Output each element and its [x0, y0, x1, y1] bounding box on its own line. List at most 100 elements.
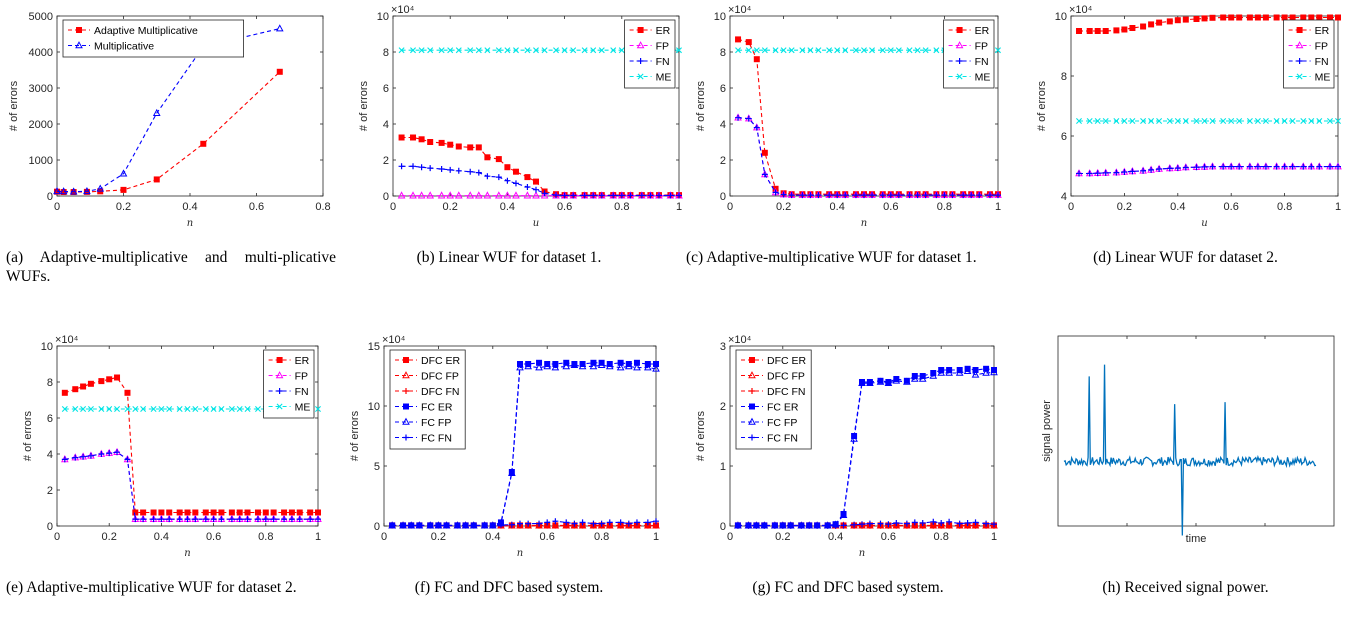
x-tick-label: 0.2 [776, 201, 791, 213]
data-point [589, 362, 598, 370]
data-point [1316, 118, 1323, 124]
data-point [1273, 118, 1280, 124]
data-point [788, 192, 795, 199]
data-point [483, 191, 492, 199]
data-point [475, 47, 482, 54]
x-tick-label: 0.2 [443, 201, 458, 213]
data-point [938, 520, 945, 526]
data-point [1121, 118, 1128, 124]
data-point [1121, 26, 1128, 33]
y-axis-label: # of errors [1036, 80, 1048, 131]
panel-e: 0 0.2 0.4 0.6 0.8 1 0 2 4 6 8 10 ×10⁴ n # of errors ER F… [0, 330, 340, 560]
caption-f: (f) FC and DFC based system. [414, 579, 604, 596]
data-point [512, 168, 519, 175]
data-point [553, 192, 560, 199]
legend-label: ME [1315, 72, 1331, 84]
data-point [307, 509, 314, 516]
data-point [541, 190, 548, 197]
y-tick-label: 2000 [29, 119, 53, 131]
series-0 [54, 68, 283, 196]
legend-label: ME [656, 72, 672, 84]
data-point [911, 519, 918, 526]
data-point [484, 173, 491, 180]
data-point [644, 363, 652, 371]
data-point [624, 362, 633, 370]
x-tick-label: 0.2 [116, 201, 131, 213]
data-point [218, 406, 225, 412]
y-tick-label: 2 [720, 401, 726, 413]
data-point [192, 509, 199, 516]
data-point [787, 522, 794, 529]
data-point [834, 192, 841, 199]
data-point [1220, 163, 1227, 170]
series-1 [53, 24, 284, 195]
data-point [887, 192, 894, 199]
data-point [236, 509, 243, 516]
data-point [398, 163, 405, 170]
data-point [956, 520, 963, 527]
data-point [1113, 118, 1120, 124]
legend-marker [749, 403, 755, 410]
data-point [570, 47, 577, 54]
data-point [244, 406, 251, 412]
data-point [427, 47, 434, 54]
data-point [437, 191, 446, 199]
x-tick-label: 0.2 [431, 531, 446, 543]
data-point [512, 191, 520, 199]
data-point [516, 363, 524, 371]
data-point [418, 47, 425, 54]
legend-label: FP [975, 41, 988, 53]
x-axis-label: n [517, 548, 523, 559]
data-point [1201, 118, 1208, 124]
x-tick-label: 0.6 [883, 201, 898, 213]
data-point [1156, 166, 1163, 172]
data-point [281, 509, 288, 516]
data-point [114, 374, 121, 381]
data-point [745, 115, 752, 122]
data-point [418, 136, 425, 143]
data-point [610, 47, 617, 54]
data-point [971, 370, 980, 378]
data-point [618, 47, 625, 54]
legend-label: Multiplicative [94, 41, 154, 53]
plot-frame [1057, 335, 1335, 527]
data-point [919, 520, 926, 526]
data-point [986, 192, 993, 199]
data-point [815, 47, 822, 54]
data-point [150, 509, 157, 516]
caption-b: (b) Linear WUF for dataset 1. [416, 249, 602, 266]
data-point [467, 168, 474, 175]
data-point [941, 192, 948, 199]
data-point [533, 186, 539, 193]
x-tick-label: 0 [727, 201, 733, 213]
data-point [416, 522, 423, 529]
legend-marker [275, 371, 284, 379]
data-point [87, 380, 94, 387]
y-tick-label: 6 [1061, 131, 1067, 143]
data-point [1308, 118, 1315, 124]
data-point [968, 192, 975, 199]
x-tick-label: 0.8 [937, 201, 952, 213]
y-tick-label: 10 [41, 341, 53, 353]
series-2 [398, 163, 682, 199]
data-point [772, 47, 779, 54]
data-point [745, 47, 752, 54]
data-point [1246, 14, 1253, 21]
data-point [210, 406, 217, 412]
data-point [508, 468, 516, 476]
data-point [200, 140, 207, 147]
y-tick-label: 4 [1061, 191, 1067, 203]
data-point [1289, 14, 1296, 21]
data-point [1193, 118, 1200, 124]
legend-label: ER [1315, 25, 1330, 37]
legend-label: FN [656, 56, 670, 68]
data-point [930, 518, 937, 525]
legend-label: FC ER [767, 402, 799, 414]
y-tick-label: 2 [383, 155, 389, 167]
chart-g: 0 0.2 0.4 0.6 0.8 1 0 1 2 3×10⁴ n # of errors DFC ER… [695, 334, 998, 559]
caption-c: (c) Adaptive-multiplicative WUF for data… [686, 249, 977, 266]
data-point [1094, 28, 1101, 34]
data-point [114, 406, 121, 412]
x-tick-label: 0.8 [315, 201, 330, 213]
data-point [735, 36, 742, 43]
